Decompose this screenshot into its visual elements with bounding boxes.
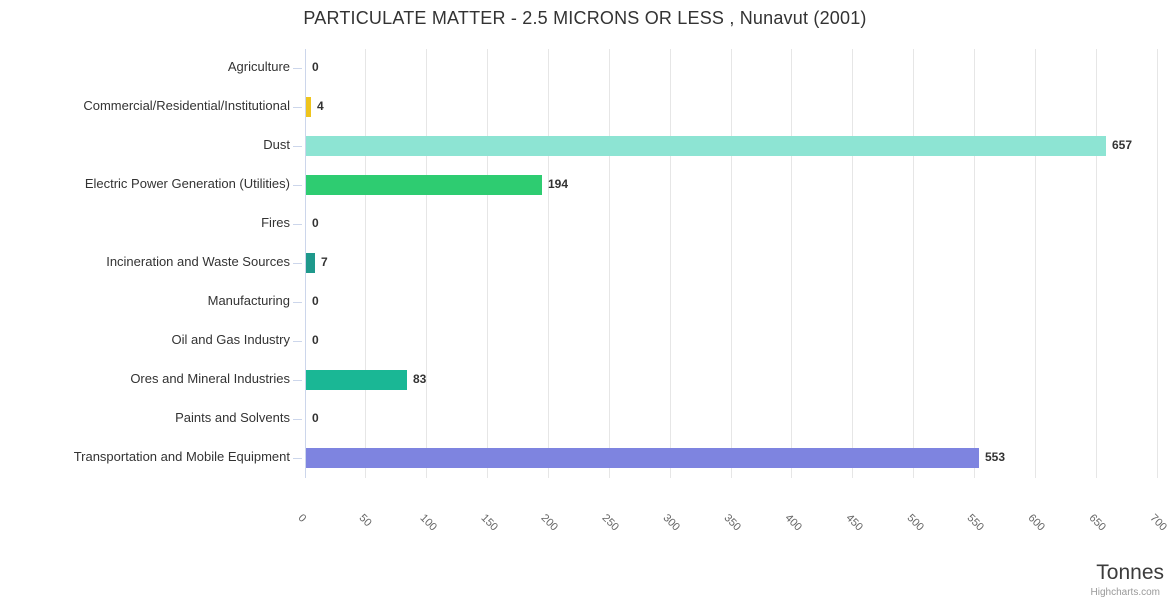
data-label: 0 xyxy=(312,216,319,230)
category-tick-mark xyxy=(293,419,302,420)
category-label: Electric Power Generation (Utilities) xyxy=(84,176,290,191)
category-tick-mark xyxy=(293,68,302,69)
category-tick-mark xyxy=(293,263,302,264)
value-axis-title: Tonnes xyxy=(1096,561,1164,584)
category-label: Agriculture xyxy=(227,59,290,74)
category-label: Fires xyxy=(261,215,290,230)
category-label: Transportation and Mobile Equipment xyxy=(73,449,290,464)
value-axis-tick-label: 350 xyxy=(721,512,743,534)
value-axis-tick-label: 700 xyxy=(1147,512,1169,534)
data-label: 0 xyxy=(312,60,319,74)
data-label: 7 xyxy=(321,255,328,269)
gridline xyxy=(1095,48,1097,478)
category-tick-mark xyxy=(293,341,302,342)
gridline xyxy=(1156,48,1158,478)
data-label: 0 xyxy=(312,294,319,308)
bar[interactable] xyxy=(306,370,407,390)
category-label: Manufacturing xyxy=(207,293,290,308)
bar[interactable] xyxy=(306,97,311,117)
value-axis-tick-label: 200 xyxy=(538,512,561,534)
data-label: 657 xyxy=(1112,138,1133,152)
bar[interactable] xyxy=(306,448,979,468)
category-tick-mark xyxy=(293,107,302,108)
value-axis-tick-label: 600 xyxy=(1025,512,1048,534)
gridline xyxy=(426,48,428,478)
category-label: Commercial/Residential/Institutional xyxy=(83,98,290,113)
highcharts-credits-link[interactable]: Highcharts.com xyxy=(1090,587,1160,598)
category-tick-mark xyxy=(293,302,302,303)
value-axis-tick-label: 50 xyxy=(356,512,374,530)
category-tick-mark xyxy=(293,185,302,186)
bar[interactable] xyxy=(306,253,315,273)
value-axis-tick-label: 450 xyxy=(843,512,865,534)
value-axis-tick-label: 650 xyxy=(1086,512,1109,534)
bar[interactable] xyxy=(306,175,542,195)
value-axis-tick-label: 150 xyxy=(478,512,500,534)
category-label: Oil and Gas Industry xyxy=(171,332,291,347)
data-label: 4 xyxy=(317,99,324,113)
category-label: Ores and Mineral Industries xyxy=(130,371,290,386)
gridline xyxy=(852,48,854,478)
gridline xyxy=(730,48,732,478)
category-label: Dust xyxy=(263,137,290,152)
value-axis-tick-label: 400 xyxy=(782,512,804,534)
category-label: Paints and Solvents xyxy=(175,410,290,425)
gridline xyxy=(487,48,489,478)
gridline xyxy=(547,48,549,478)
gridline xyxy=(608,48,610,478)
data-label: 553 xyxy=(985,450,1006,464)
data-label: 0 xyxy=(312,333,319,347)
value-axis-tick-label: 0 xyxy=(295,512,309,525)
value-axis-tick-label: 300 xyxy=(660,512,683,534)
value-axis-tick-label: 100 xyxy=(417,512,439,534)
data-label: 194 xyxy=(548,177,569,191)
bar[interactable] xyxy=(306,136,1106,156)
data-label: 0 xyxy=(312,411,319,425)
category-axis-line xyxy=(304,48,306,478)
value-axis-tick-label: 500 xyxy=(904,512,926,534)
gridline xyxy=(669,48,671,478)
gridline xyxy=(973,48,975,478)
category-tick-mark xyxy=(293,380,302,381)
category-label: Incineration and Waste Sources xyxy=(106,254,290,269)
chart-title: PARTICULATE MATTER - 2.5 MICRONS OR LESS… xyxy=(303,8,867,28)
category-tick-mark xyxy=(293,458,302,459)
data-label: 83 xyxy=(413,372,427,386)
value-axis-tick-label: 550 xyxy=(964,512,987,534)
category-tick-mark xyxy=(293,224,302,225)
category-tick-mark xyxy=(293,146,302,147)
gridline xyxy=(913,48,915,478)
gridline xyxy=(1034,48,1036,478)
gridline xyxy=(365,48,367,478)
value-axis-tick-label: 250 xyxy=(599,512,622,534)
gridline xyxy=(791,48,793,478)
